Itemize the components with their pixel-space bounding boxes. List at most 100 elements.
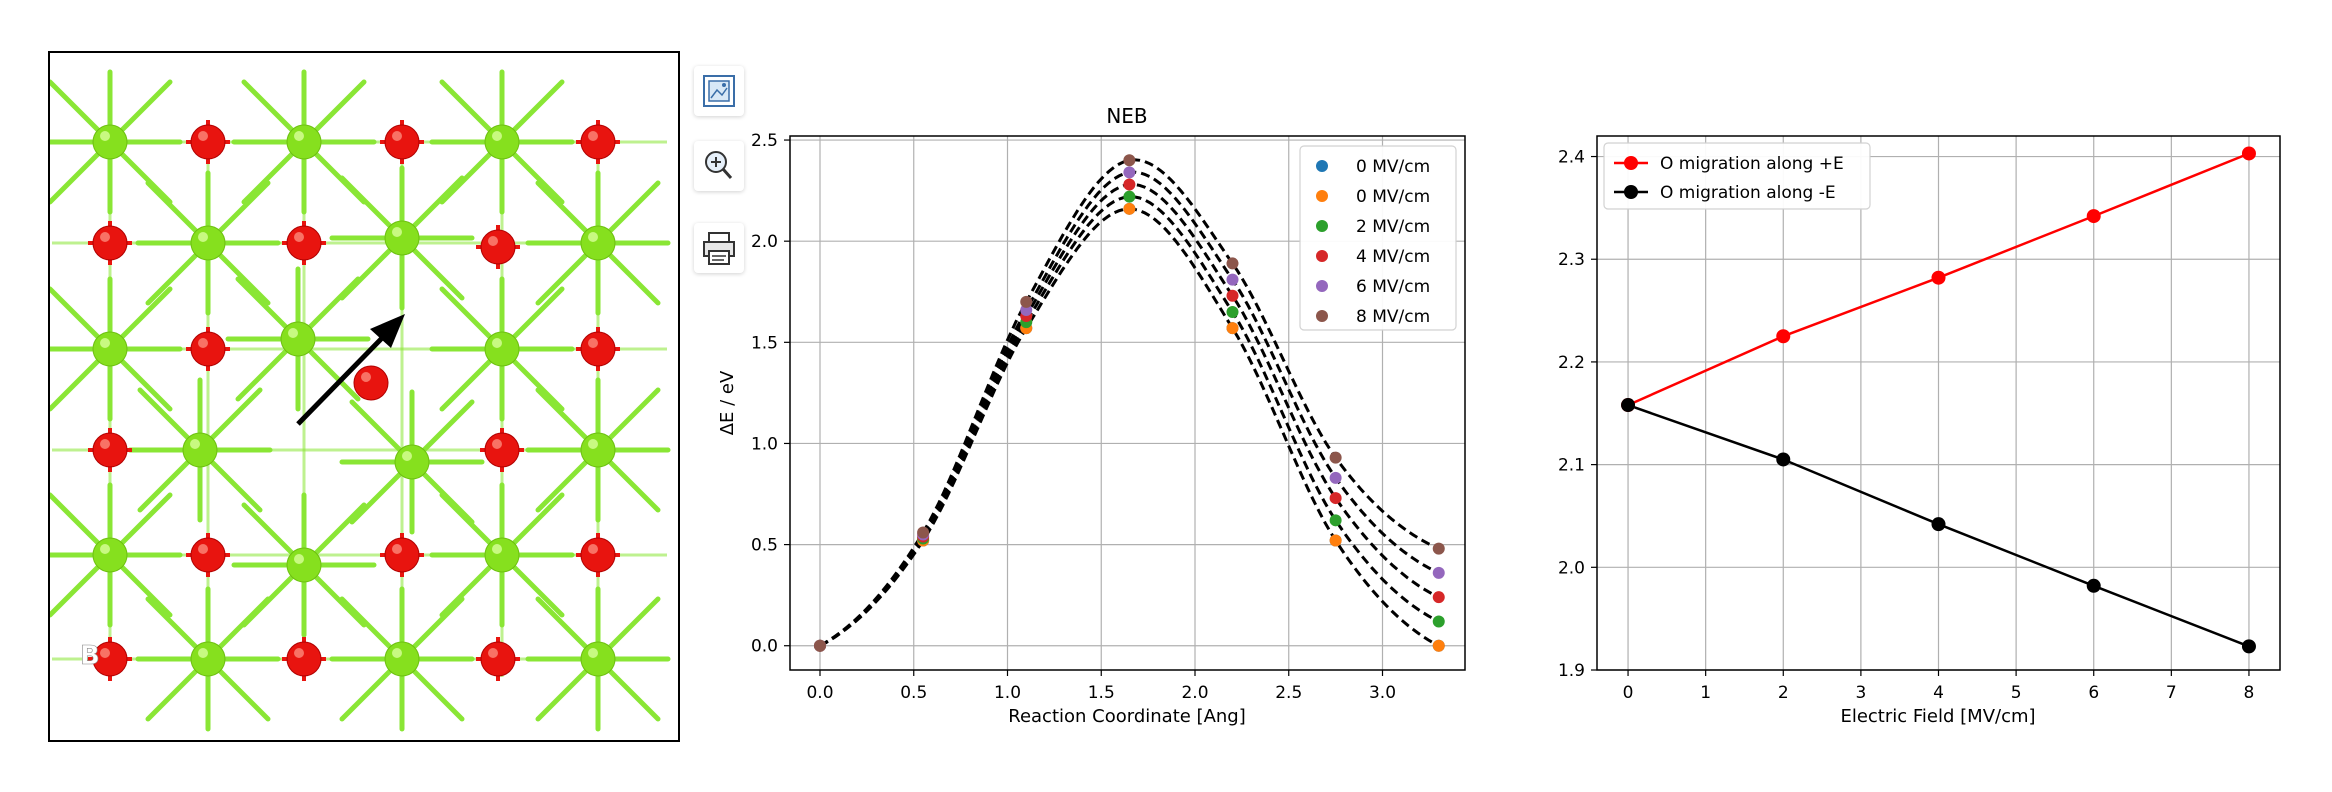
field-y-tick-label: 2.4 [1558, 148, 1585, 168]
neb-point [1329, 514, 1342, 527]
neb-legend-box [1299, 145, 1457, 331]
neb-point [814, 639, 826, 652]
neb-point [1123, 202, 1136, 215]
neb-point [1020, 322, 1033, 335]
neb-point [1020, 310, 1033, 323]
neb-point [814, 639, 826, 652]
neb-data-points [814, 154, 1445, 652]
neb-title: NEB [1106, 104, 1147, 128]
neb-curve-1 [819, 207, 1440, 648]
neb-x-tick-label: 1.5 [1088, 683, 1115, 703]
field-legend-box [1603, 142, 1871, 210]
neb-point [1226, 289, 1239, 302]
field-legend-marker [1624, 185, 1638, 199]
neb-x-tick-label: 3.0 [1369, 683, 1396, 703]
neb-point [1020, 303, 1033, 316]
print-button[interactable] [694, 223, 744, 273]
neb-curve-2 [819, 195, 1440, 648]
neb-point [917, 534, 930, 547]
neb-legend-marker [1316, 310, 1328, 322]
neb-x-axis-label: Reaction Coordinate [Ang] [1008, 706, 1246, 727]
neb-curve-3 [819, 183, 1440, 648]
neb-y-tick-label: 0.5 [751, 536, 778, 556]
neb-x-tick-label: 0.5 [900, 683, 927, 703]
field-point [1931, 270, 1946, 285]
neb-y-ticks: 0.0 0.5 1.0 1.5 2.0 2.5 [751, 131, 790, 657]
printer-icon [703, 232, 735, 265]
field-x-tick-label: 3 [1855, 683, 1866, 703]
neb-grid [790, 136, 1465, 670]
field-legend: O migration along +E O migration along -E [1603, 142, 1871, 210]
neb-legend-label: 6 MV/cm [1356, 277, 1430, 297]
atomic-bonds [50, 69, 671, 732]
neb-point [1020, 316, 1033, 329]
field-grid [1597, 136, 2280, 671]
field-point [2241, 639, 2256, 654]
image-view-button[interactable] [694, 66, 744, 116]
migration-arrow [296, 314, 405, 426]
neb-point [814, 639, 826, 652]
neb-x-tick-label: 1.0 [994, 683, 1021, 703]
zoom-button[interactable] [694, 141, 744, 191]
neb-point [917, 532, 930, 545]
neb-point [1123, 166, 1136, 179]
neb-point [1123, 178, 1136, 191]
neb-legend-label: 0 MV/cm [1356, 187, 1430, 207]
atoms [92, 124, 616, 677]
site-label: B [80, 641, 100, 671]
neb-legend-marker [1316, 280, 1328, 292]
neb-y-tick-label: 1.5 [751, 333, 778, 353]
neb-point [917, 534, 930, 547]
neb-point [917, 528, 930, 541]
field-point [2241, 146, 2256, 161]
field-x-tick-label: 0 [1623, 683, 1634, 703]
field-y-tick-label: 2.3 [1558, 250, 1585, 270]
image-frame-icon [703, 75, 735, 107]
field-data-points [1621, 146, 2256, 654]
neb-x-tick-label: 2.0 [1181, 683, 1208, 703]
neb-point [814, 639, 826, 652]
neb-curve-4 [819, 170, 1440, 648]
field-x-tick-label: 7 [2166, 683, 2177, 703]
field-y-tick-label: 2.1 [1558, 456, 1585, 476]
neb-y-axis-label: ΔE / eV [717, 370, 738, 435]
field-point [1776, 329, 1791, 344]
field-x-tick-label: 4 [1933, 683, 1944, 703]
neb-point [1226, 322, 1239, 335]
field-series-line-0 [1627, 152, 2250, 407]
field-y-tick-label: 2.0 [1558, 558, 1585, 578]
field-plot-frame [1596, 135, 2281, 671]
neb-point [917, 530, 930, 543]
field-point [1776, 452, 1791, 467]
field-y-ticks: 1.9 2.0 2.1 2.2 2.3 2.4 [1558, 148, 1597, 681]
field-x-tick-label: 8 [2244, 683, 2255, 703]
field-legend-label: O migration along +E [1660, 154, 1844, 174]
field-y-tick-label: 2.2 [1558, 353, 1585, 373]
field-y-tick-label: 1.9 [1558, 661, 1585, 681]
neb-point [1020, 295, 1033, 308]
neb-legend-marker [1316, 250, 1328, 262]
neb-curve-5 [819, 158, 1440, 648]
neb-point [1329, 534, 1342, 547]
field-x-ticks: 0 1 2 3 4 5 6 7 8 [1623, 670, 2255, 703]
neb-point [1329, 492, 1342, 505]
field-legend-label: O migration along -E [1660, 183, 1836, 203]
neb-point [1432, 591, 1445, 604]
neb-point [1226, 322, 1239, 335]
field-point [1621, 398, 1636, 413]
neb-point [1329, 471, 1342, 484]
neb-x-ticks: 0.0 0.5 1.0 1.5 2.0 2.5 3.0 [806, 670, 1396, 703]
neb-legend: 0 MV/cm 0 MV/cm 2 MV/cm 4 MV/cm 6 MV/cm 8 MV/… [1299, 145, 1457, 331]
neb-point [814, 639, 826, 652]
field-point [2086, 578, 2101, 593]
field-point [1621, 398, 1636, 413]
neb-point [1226, 273, 1239, 286]
neb-point [1123, 190, 1136, 203]
field-x-tick-label: 1 [1700, 683, 1711, 703]
field-legend-marker [1624, 156, 1638, 170]
neb-legend-label: 4 MV/cm [1356, 247, 1430, 267]
neb-legend-marker [1316, 190, 1328, 202]
neb-dashed-curves [819, 158, 1440, 648]
field-series-lines [1627, 152, 2250, 648]
field-x-tick-label: 6 [2088, 683, 2099, 703]
